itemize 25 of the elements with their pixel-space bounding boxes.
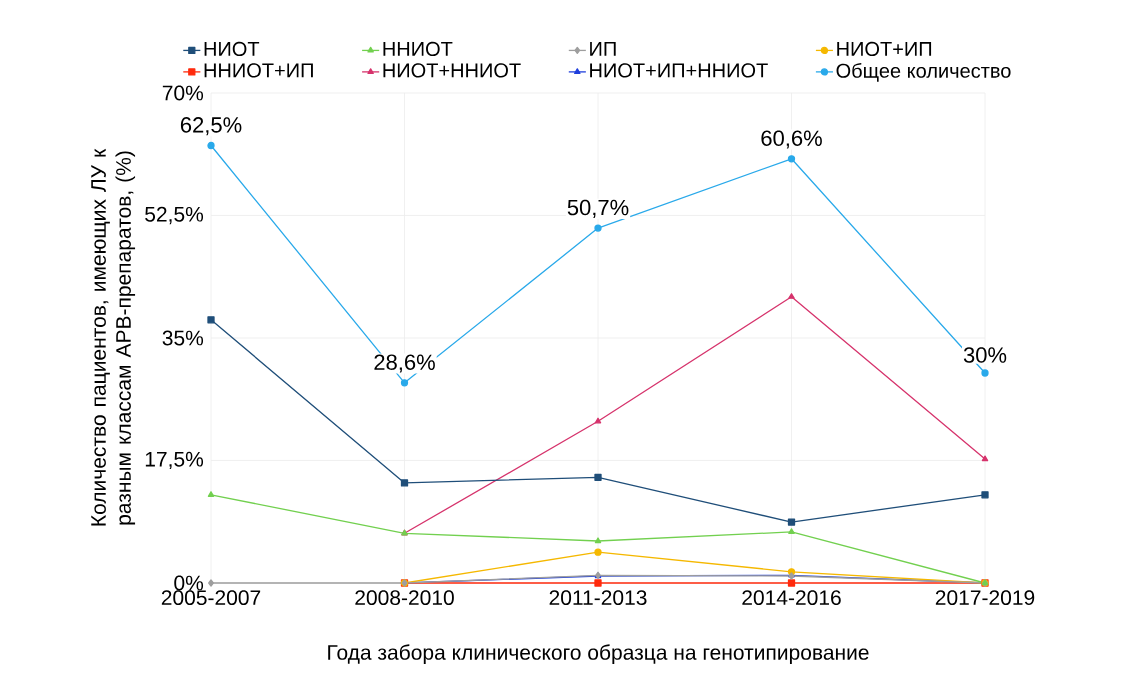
legend-label: НИОТ bbox=[204, 41, 260, 57]
legend-label: НИОТ+ИП+ННИОТ bbox=[590, 63, 768, 78]
y-tick-label: 52,5% bbox=[145, 206, 204, 225]
y-axis-title: Количество пациентов, имеющих ЛУ к разным классам АРВ-препаратов, (%) bbox=[91, 148, 136, 526]
data-label: 60,6% bbox=[761, 130, 822, 149]
legend-label: НИОТ+ННИОТ bbox=[383, 63, 521, 78]
x-tick-label: 2017-2019 bbox=[935, 590, 1035, 606]
data-label: 50,7% bbox=[567, 199, 629, 218]
x-tick-label: 2014-2016 bbox=[742, 590, 841, 606]
x-tick-label: 2008-2010 bbox=[355, 590, 454, 606]
legend-label: ИП bbox=[590, 41, 616, 56]
y-tick-label: 70% bbox=[162, 85, 204, 101]
y-tick-label: 17,5% bbox=[145, 451, 204, 470]
data-label: 28,6% bbox=[374, 354, 435, 373]
y-tick-label: 0% bbox=[174, 575, 204, 591]
legend-label: ННИОТ bbox=[383, 41, 453, 57]
y-tick-label: 35% bbox=[162, 330, 204, 346]
legend-label: Общее количество bbox=[836, 62, 1011, 82]
data-label: 62,5% bbox=[180, 117, 242, 136]
data-label: 30% bbox=[963, 347, 1007, 363]
legend-label: НИОТ+ИП bbox=[837, 41, 932, 57]
x-axis-title: Года забора клинического образца на генотипирование bbox=[328, 644, 869, 665]
x-tick-label: 2005-2007 bbox=[161, 590, 261, 606]
legend-label: ННИОТ+ИП bbox=[204, 63, 313, 78]
x-tick-label: 2011-2013 bbox=[549, 590, 647, 606]
